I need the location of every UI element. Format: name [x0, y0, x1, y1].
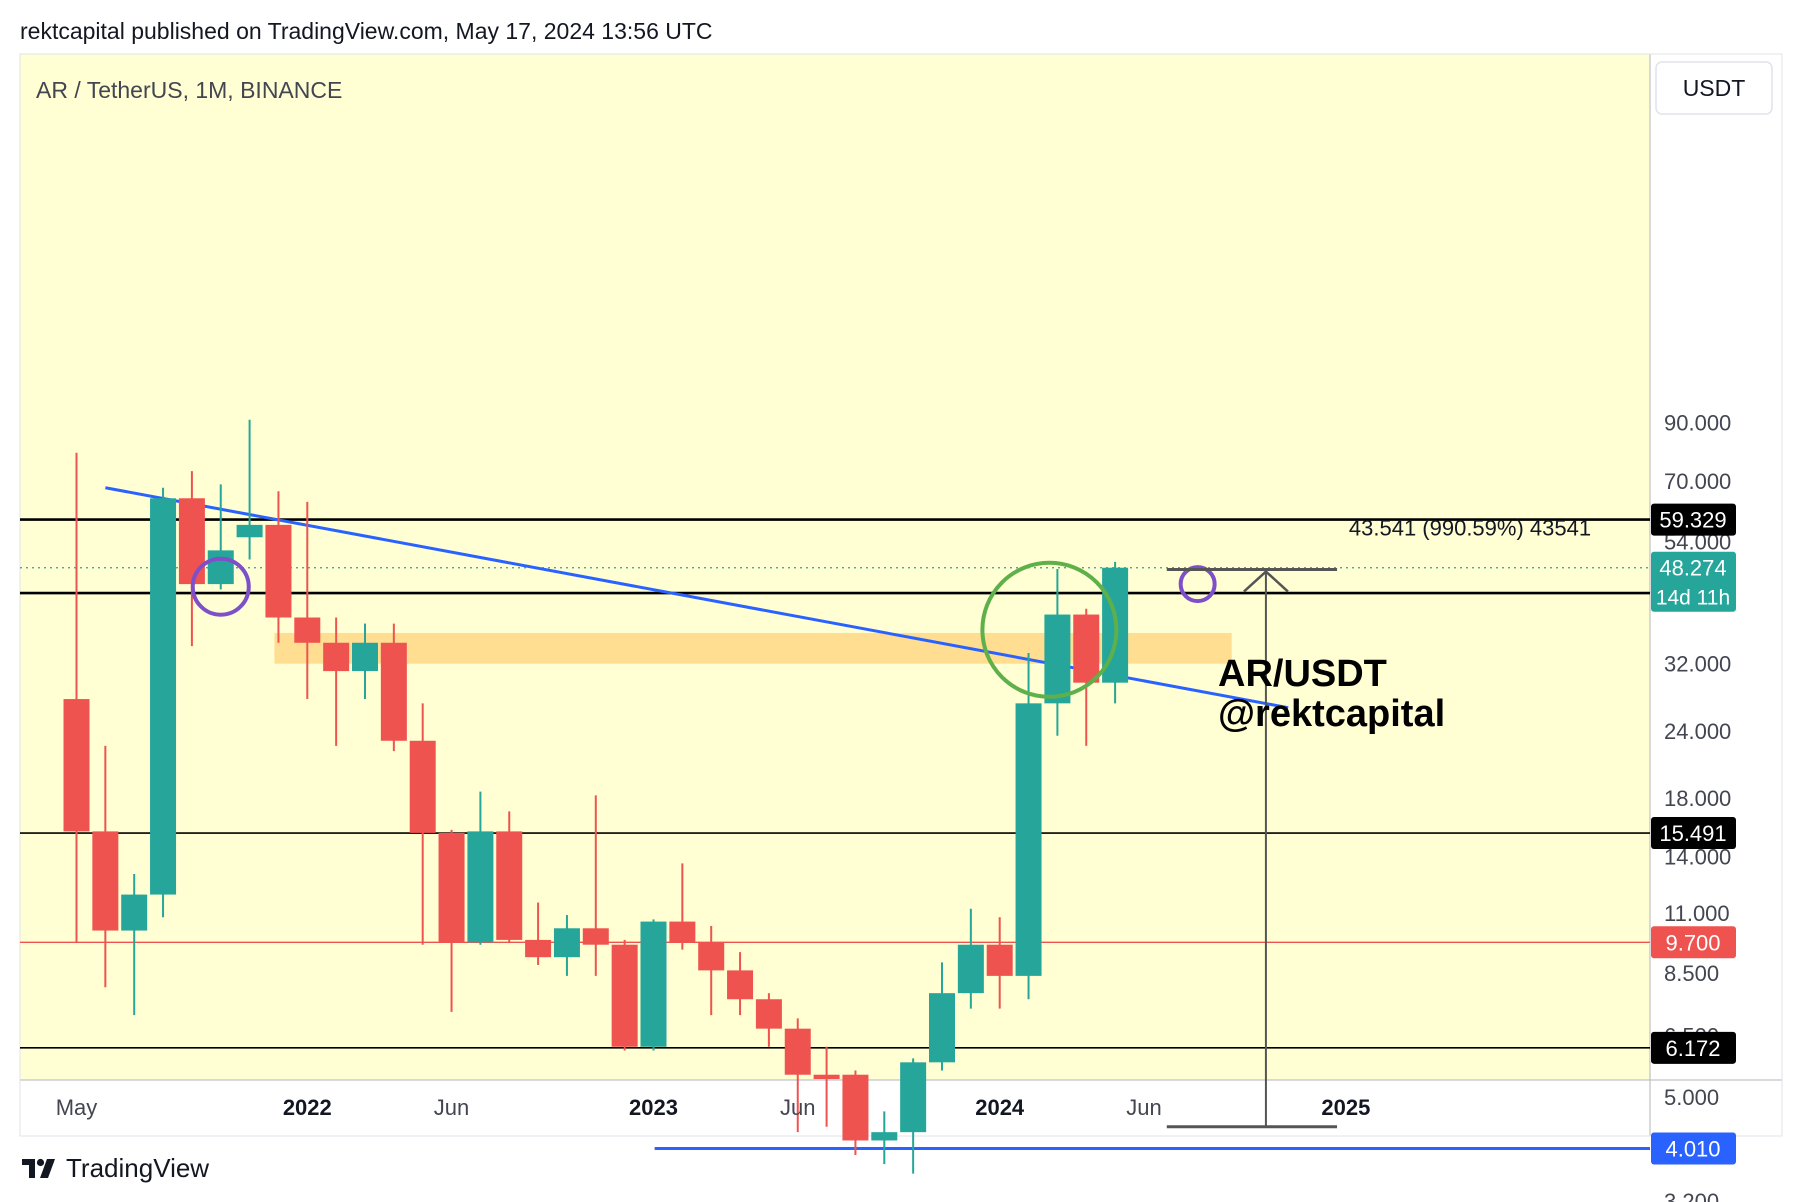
x-tick-label: 2022 [283, 1095, 332, 1120]
last-price-label: 48.274 [1659, 556, 1726, 581]
annotation-line-2: @rektcapital [1218, 693, 1445, 735]
candle-body-down [496, 831, 523, 940]
candle-body-up [150, 498, 177, 895]
y-tick-label: 3.200 [1664, 1189, 1719, 1202]
candle-body-down [813, 1074, 840, 1080]
level-badge-label: 59.329 [1659, 508, 1726, 533]
candle-body-down [525, 939, 552, 958]
x-tick-label: Jun [780, 1095, 815, 1120]
candle-body-up [207, 550, 234, 585]
x-tick-label: Jun [434, 1095, 469, 1120]
x-tick-label: 2025 [1321, 1095, 1370, 1120]
candle-body-up [553, 928, 580, 958]
highlight-circle-small [1178, 565, 1217, 604]
last-price-badge [1651, 551, 1736, 612]
highlight-circle-green [980, 560, 1119, 699]
candle-body-down [611, 944, 638, 1047]
candle-body-up [929, 993, 955, 1063]
candle-body-down [63, 699, 90, 832]
candle-body-down [986, 944, 1013, 976]
currency-button[interactable]: USDT [1655, 61, 1773, 115]
x-tick-label: 2024 [975, 1095, 1025, 1120]
level-badge [1651, 1031, 1736, 1064]
chart-frame [19, 53, 1783, 1137]
level-badge-label: 9.700 [1665, 930, 1720, 955]
candle-body-down [380, 642, 407, 741]
x-tick-label: May [56, 1095, 98, 1120]
tradingview-logo[interactable]: TradingView [20, 1153, 209, 1184]
level-badge [1651, 817, 1736, 850]
candle-body-down [265, 524, 292, 618]
candle-body-down [842, 1074, 869, 1141]
symbol-title: AR / TetherUS, 1M, BINANCE [36, 77, 342, 103]
tradingview-logo-icon [22, 1158, 55, 1178]
highlight-circle-purple [190, 556, 251, 617]
brand-name: TradingView [66, 1153, 210, 1183]
publish-info: rektcapital published on TradingView.com… [20, 18, 713, 44]
level-badge-label: 4.010 [1665, 1136, 1720, 1161]
level-badge-label: 6.172 [1665, 1036, 1720, 1061]
y-tick-label: 32.000 [1664, 652, 1731, 677]
candle-body-down [727, 970, 754, 1000]
annotation-line-1: AR/USDT [1218, 653, 1387, 695]
candle-body-down [92, 831, 119, 931]
candle-body-down [784, 1028, 811, 1075]
candle-body-up [871, 1132, 898, 1141]
candle-body-up [900, 1062, 927, 1133]
candle-body-up [352, 642, 378, 672]
measure-label: 43.541 (990.59%) 43541 [1349, 516, 1591, 541]
y-tick-label: 18.000 [1664, 786, 1731, 811]
y-tick-label: 24.000 [1664, 719, 1731, 744]
candle-body-down [669, 921, 696, 943]
measure-arrow-head [1243, 569, 1289, 593]
candle-body-down [755, 999, 782, 1029]
y-tick-label: 8.500 [1664, 961, 1719, 986]
y-tick-label: 5.000 [1664, 1085, 1719, 1110]
candle-body-down [698, 942, 725, 971]
candle-body-up [236, 524, 263, 538]
x-tick-label: 2023 [629, 1095, 678, 1120]
candle-body-down [409, 740, 436, 833]
level-badge-label: 15.491 [1659, 821, 1726, 846]
candle-body-down [582, 928, 609, 945]
level-badge [1651, 503, 1736, 536]
candle-body-up [640, 921, 667, 1047]
x-tick-label: Jun [1126, 1095, 1161, 1120]
candle-body-down [1073, 614, 1100, 683]
currency-button-label: USDT [1683, 75, 1746, 101]
candle-body-up [121, 894, 148, 931]
candle-body-down [438, 832, 465, 943]
support-zone [274, 632, 1232, 664]
candle-body-down [294, 617, 321, 643]
candle-body-down [178, 498, 205, 585]
candle-body-up [1015, 703, 1042, 976]
level-badge [1651, 926, 1736, 959]
plot-background [20, 54, 1650, 1080]
candle-body-down [323, 642, 350, 672]
y-tick-label: 11.000 [1664, 901, 1730, 926]
candle-body-up [1044, 614, 1071, 704]
countdown-label: 14d 11h [1656, 587, 1730, 610]
y-tick-label: 90.000 [1664, 410, 1731, 435]
level-badge [1651, 1132, 1736, 1165]
candle-body-up [957, 944, 984, 994]
y-tick-label: 70.000 [1664, 469, 1731, 494]
candle-body-up [467, 831, 494, 943]
